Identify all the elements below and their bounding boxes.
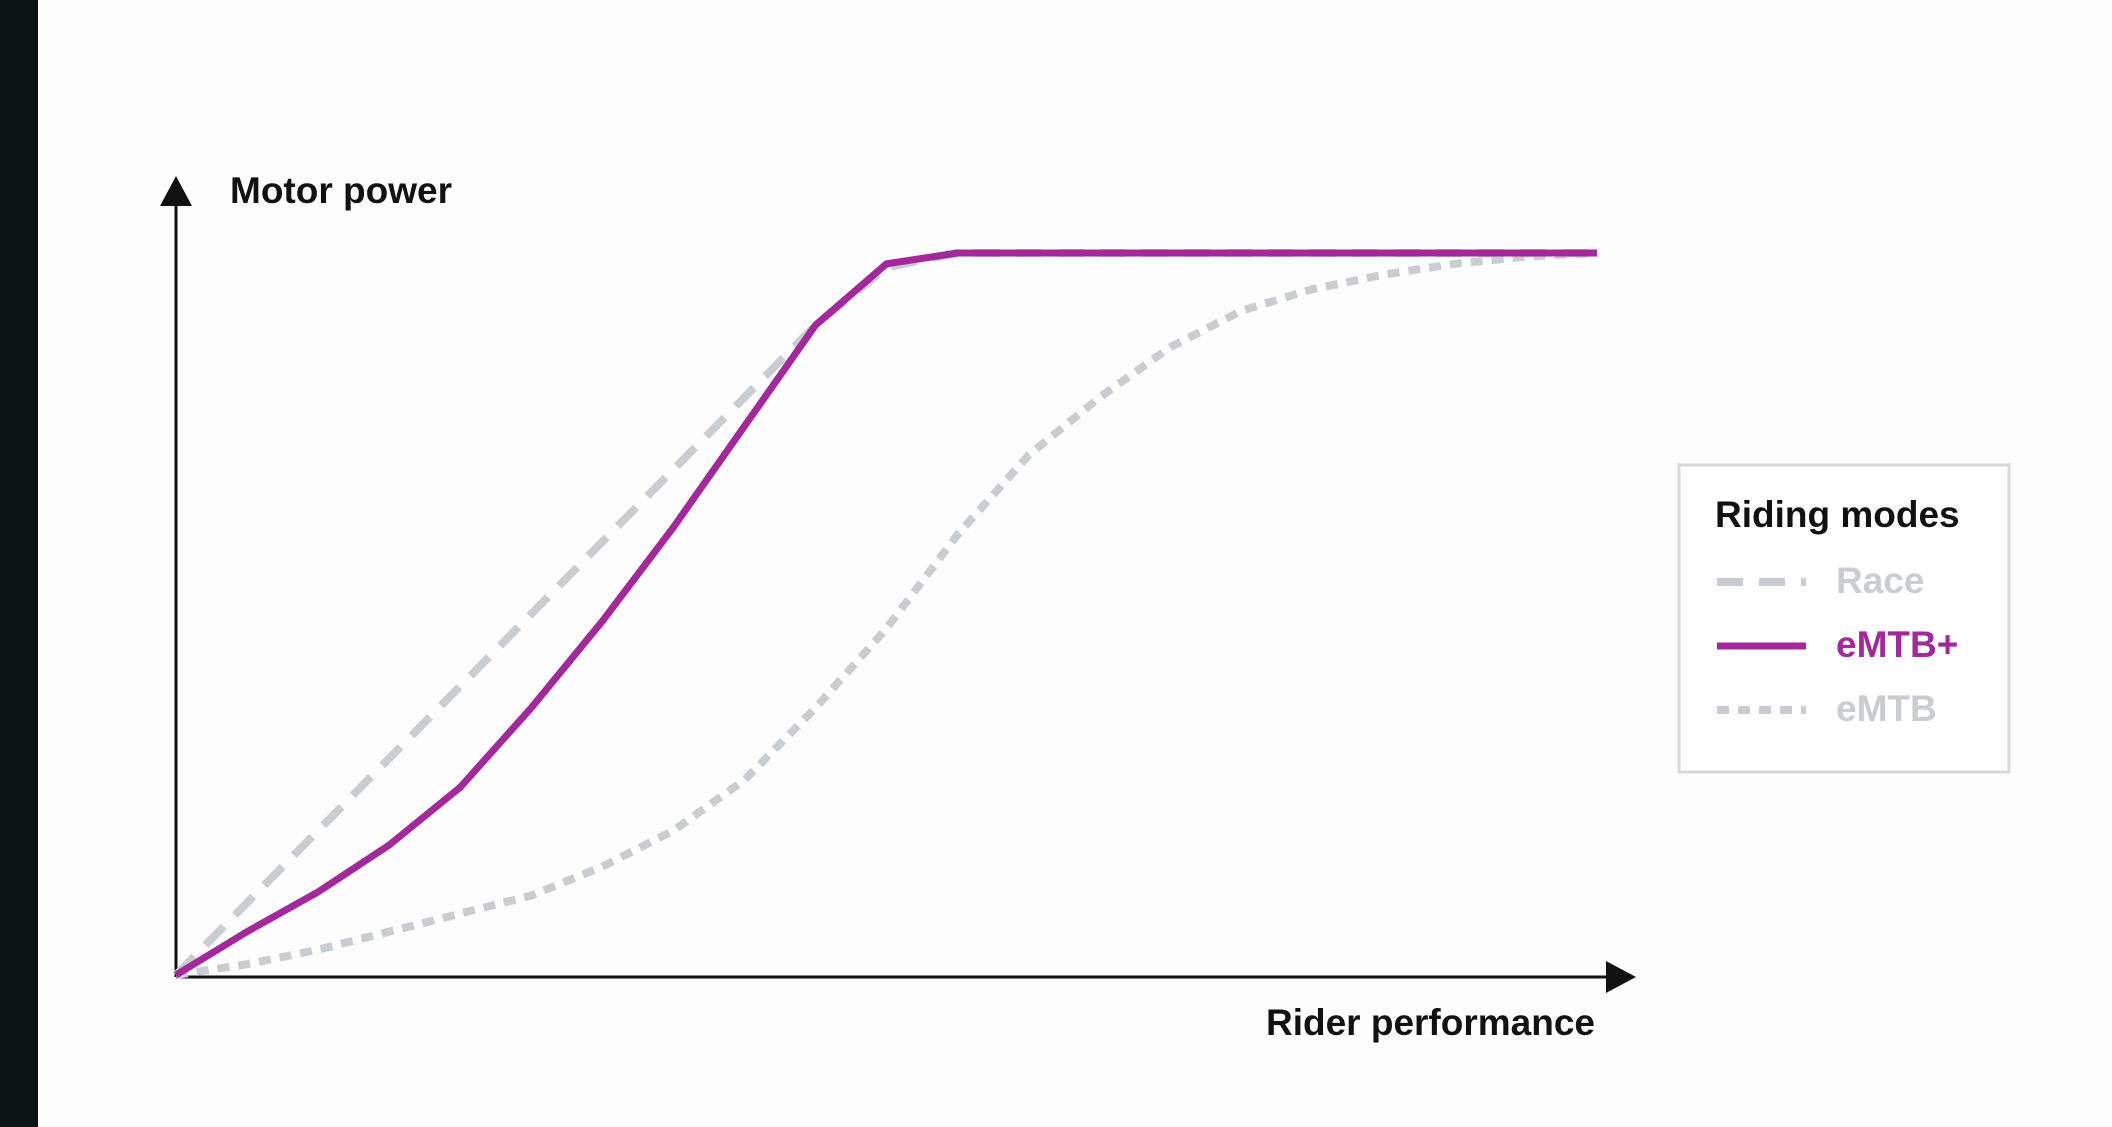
x-axis-arrow (1606, 961, 1636, 993)
legend-label: eMTB+ (1836, 624, 1958, 665)
series-line (174, 249, 1597, 978)
legend-title: Riding modes (1715, 494, 1960, 535)
legend-box (1677, 463, 2011, 774)
side-bar (0, 0, 38, 1127)
series-line (173, 249, 1597, 978)
series-line (175, 249, 1598, 979)
legend-label: Race (1836, 560, 1924, 601)
legend-label: eMTB (1836, 688, 1937, 729)
y-axis-label: Motor power (230, 170, 452, 211)
x-axis-label: Rider performance (1266, 1002, 1595, 1043)
y-axis-arrow (160, 176, 192, 206)
